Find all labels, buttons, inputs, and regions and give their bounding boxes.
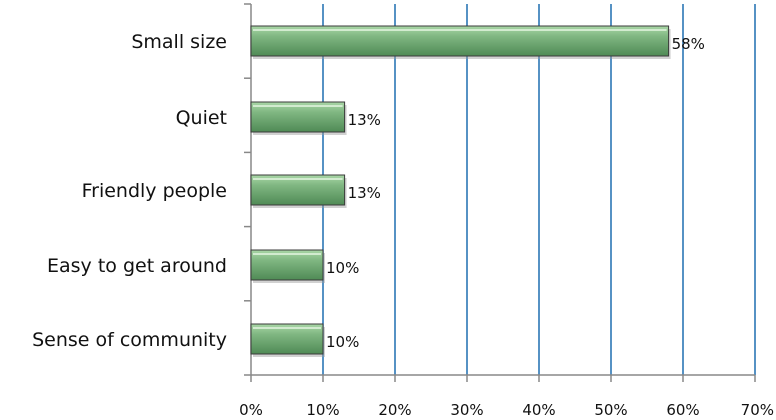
x-tick-labels: 0% 10% 20% 30% 40% 50% 60% 70% [239, 401, 774, 419]
x-tick-label: 10% [306, 401, 339, 419]
value-labels: 58% 13% 13% 10% 10% [326, 35, 705, 351]
bar [250, 101, 347, 135]
category-label: Friendly people [82, 180, 227, 202]
bar [250, 174, 347, 208]
bars [250, 25, 671, 357]
category-label: Small size [131, 31, 227, 53]
bar [250, 323, 325, 357]
x-tick-label: 30% [450, 401, 483, 419]
x-tick-label: 40% [522, 401, 555, 419]
x-tick-label: 60% [666, 401, 699, 419]
value-label: 10% [326, 333, 359, 351]
category-label: Easy to get around [47, 255, 227, 277]
axes [244, 3, 756, 382]
bar [250, 25, 671, 59]
bar [250, 249, 325, 283]
category-labels: Small size Quiet Friendly people Easy to ge… [32, 31, 227, 351]
category-label: Sense of community [32, 329, 227, 351]
value-label: 13% [348, 184, 381, 202]
x-tick-label: 20% [378, 401, 411, 419]
x-tick-label: 70% [741, 401, 774, 419]
value-label: 58% [672, 35, 705, 53]
category-label: Quiet [176, 107, 227, 129]
value-label: 13% [348, 111, 381, 129]
gridlines [322, 4, 756, 375]
x-tick-label: 50% [594, 401, 627, 419]
value-label: 10% [326, 259, 359, 277]
x-tick-label: 0% [239, 401, 263, 419]
